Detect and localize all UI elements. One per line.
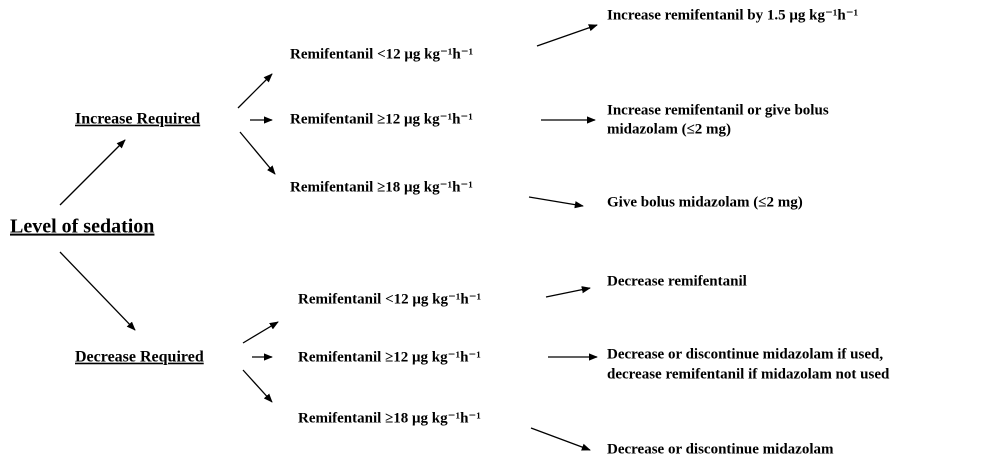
- arrow: [239, 131, 276, 175]
- arrows: [59, 24, 598, 451]
- action: Give bolus midazolam (≤2 mg): [607, 194, 803, 210]
- condition: Remifentanil ≥12 μg kg⁻¹h⁻¹: [290, 111, 473, 127]
- branch-label: Increase Required: [75, 111, 200, 128]
- arrow: [59, 139, 126, 206]
- action: Decrease or discontinue midazolam if use…: [607, 346, 883, 362]
- arrow: [536, 24, 598, 47]
- condition: Remifentanil <12 μg kg⁻¹h⁻¹: [298, 291, 481, 307]
- arrow: [242, 321, 279, 344]
- arrow: [242, 369, 273, 403]
- action: Increase remifentanil or give bolus: [607, 102, 829, 118]
- action: decrease remifentanil if midazolam not u…: [607, 366, 890, 382]
- arrow: [530, 427, 591, 451]
- action: midazolam (≤2 mg): [607, 121, 731, 137]
- arrow: [59, 251, 136, 331]
- arrow: [545, 286, 591, 298]
- condition: Remifentanil ≥12 μg kg⁻¹h⁻¹: [298, 349, 481, 365]
- root-label: Level of sedation: [10, 216, 154, 238]
- arrow: [237, 73, 273, 109]
- condition: Remifentanil ≥18 μg kg⁻¹h⁻¹: [290, 179, 473, 195]
- condition: Remifentanil <12 μg kg⁻¹h⁻¹: [290, 46, 473, 62]
- action: Decrease or discontinue midazolam: [607, 441, 834, 457]
- condition: Remifentanil ≥18 μg kg⁻¹h⁻¹: [298, 410, 481, 426]
- action: Decrease remifentanil: [607, 273, 747, 289]
- action: Increase remifentanil by 1.5 μg kg⁻¹h⁻¹: [607, 7, 858, 23]
- arrow: [528, 196, 584, 209]
- branch-label: Decrease Required: [75, 349, 204, 366]
